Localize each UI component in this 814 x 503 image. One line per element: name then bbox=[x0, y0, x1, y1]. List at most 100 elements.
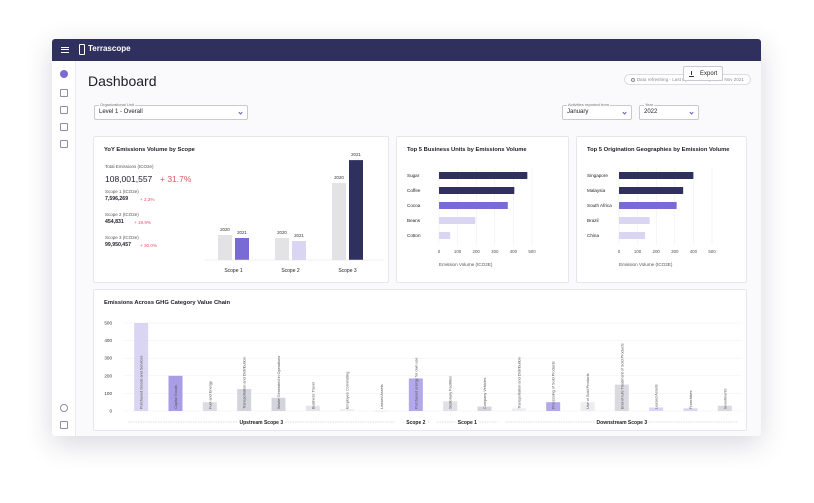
bar bbox=[717, 405, 732, 411]
brand-name: Terrascope bbox=[88, 44, 131, 53]
page-title: Dashboard bbox=[88, 73, 157, 89]
y-tick-label: 0 bbox=[109, 409, 112, 414]
scope3-value: 99,950,457 bbox=[105, 242, 131, 248]
bar bbox=[439, 187, 515, 194]
scope1-label: Scope 1 (tCO2e) bbox=[105, 189, 139, 194]
total-emissions-value: 108,001,557 bbox=[105, 174, 153, 184]
bar bbox=[443, 401, 458, 411]
value-chain-chart: 0 100 200 300 400 500 Purchased Goods and Serv… bbox=[104, 321, 742, 426]
category-label: Brazil bbox=[587, 218, 599, 223]
activities-value: January bbox=[567, 109, 589, 115]
x-tick-label: 500 bbox=[528, 249, 536, 254]
category-label: South Africa bbox=[587, 203, 612, 208]
bar bbox=[439, 172, 528, 179]
bar bbox=[546, 402, 561, 411]
category-label: Malaysia bbox=[587, 188, 606, 193]
bar-2021-scope1 bbox=[235, 238, 249, 260]
x-tick-label: 100 bbox=[454, 249, 462, 254]
activities-select[interactable]: Activities reported from January bbox=[562, 102, 632, 120]
settings-icon[interactable] bbox=[60, 404, 68, 412]
value-chain-card: Emissions Across GHG Category Value Chai… bbox=[93, 289, 747, 431]
logout-icon[interactable] bbox=[60, 421, 68, 429]
x-tick-label: 0 bbox=[618, 249, 621, 254]
folder-icon[interactable] bbox=[60, 123, 68, 131]
org-unit-select[interactable]: Organizational Unit Level 1 - Overall bbox=[94, 102, 248, 120]
category-label: Fuel and Energy bbox=[208, 381, 212, 409]
x-tick-label: 0 bbox=[438, 249, 441, 254]
bar bbox=[439, 232, 451, 239]
bar bbox=[619, 187, 684, 194]
bar bbox=[477, 406, 492, 411]
bar bbox=[511, 408, 526, 411]
category-label: Stationary Facilities bbox=[449, 376, 453, 409]
bar bbox=[580, 402, 595, 411]
y-tick-label: 200 bbox=[104, 373, 112, 378]
chevron-down-icon bbox=[689, 110, 694, 115]
group-label: Scope 2 bbox=[406, 420, 425, 426]
bar bbox=[237, 389, 252, 411]
app-window: Terrascope Dashboard Data refreshing - L… bbox=[52, 39, 761, 436]
y-tick-label: 100 bbox=[104, 391, 112, 396]
y-tick-label: 400 bbox=[104, 338, 112, 343]
year-value: 2022 bbox=[644, 109, 658, 115]
category-label: China bbox=[587, 233, 599, 238]
bar bbox=[649, 407, 664, 411]
x-tick-label: 200 bbox=[473, 249, 481, 254]
category-label: Scope 3 bbox=[338, 268, 357, 274]
category-label: Coffee bbox=[407, 188, 421, 193]
value-chain-title: Emissions Across GHG Category Value Chai… bbox=[104, 300, 231, 306]
dashboard-icon[interactable] bbox=[60, 70, 68, 78]
bar-year-label: 2020 bbox=[334, 175, 344, 180]
org-unit-value: Level 1 - Overall bbox=[99, 109, 143, 115]
category-label: Business Travel bbox=[311, 382, 315, 409]
bar-2020-scope2 bbox=[275, 238, 289, 260]
category-label: Processing of Sold Products bbox=[552, 361, 556, 409]
chevron-down-icon bbox=[238, 110, 243, 115]
category-label: Waste Generated in Operations bbox=[277, 356, 281, 409]
scope1-delta: + 2.3% bbox=[140, 197, 155, 202]
bar bbox=[168, 375, 183, 411]
logo-icon bbox=[79, 44, 85, 55]
database-icon[interactable] bbox=[60, 106, 68, 114]
scope-yoy-chart: 2020 2021 Scope 1 2020 2021 Scope 2 2020 2021 Sc… bbox=[204, 152, 384, 274]
x-tick-label: 200 bbox=[653, 249, 661, 254]
export-button[interactable]: Export bbox=[683, 66, 723, 81]
bar bbox=[619, 172, 694, 179]
total-emissions-delta: + 31.7% bbox=[160, 174, 192, 184]
scope-card-title: YoY Emissions Volume by Scope bbox=[104, 147, 195, 153]
y-tick-label: 500 bbox=[104, 321, 112, 326]
hamburger-menu-icon[interactable] bbox=[61, 47, 69, 53]
x-tick-label: 100 bbox=[634, 249, 642, 254]
bar bbox=[619, 217, 650, 224]
year-select[interactable]: Year 2022 bbox=[639, 102, 699, 120]
bar-2021-scope2 bbox=[292, 241, 306, 260]
category-label: Franchises bbox=[689, 390, 693, 409]
bar-year-label: 2021 bbox=[351, 152, 361, 157]
geo-card-title: Top 5 Origination Geographies by Emissio… bbox=[587, 147, 730, 153]
category-label: Purchased energy for own use bbox=[414, 358, 418, 410]
scope3-label: Scope 3 (tCO2e) bbox=[105, 235, 139, 240]
sidebar bbox=[52, 61, 76, 436]
bar bbox=[408, 378, 423, 411]
bar-year-label: 2021 bbox=[237, 230, 247, 235]
category-label: Capital Goods bbox=[174, 385, 178, 409]
category-label: Leased Assets bbox=[655, 384, 659, 409]
bar bbox=[305, 405, 320, 411]
bu-xlabel: Emission Volume (tCO2E) bbox=[439, 262, 493, 267]
table-icon[interactable] bbox=[60, 140, 68, 148]
x-tick-label: 500 bbox=[708, 249, 716, 254]
bar bbox=[271, 397, 286, 411]
hierarchy-icon[interactable] bbox=[60, 89, 68, 97]
x-tick-label: 300 bbox=[671, 249, 679, 254]
clock-icon bbox=[630, 77, 635, 82]
bar bbox=[202, 402, 217, 411]
export-label: Export bbox=[700, 71, 718, 77]
category-label: Purchased Goods and Services bbox=[140, 356, 144, 409]
total-emissions-label: Total Emissions (tCO2e) bbox=[105, 164, 154, 169]
y-tick-label: 300 bbox=[104, 356, 112, 361]
bu-card: Top 5 Business Units by Emissions Volume… bbox=[396, 136, 569, 283]
group-label: Downstream Scope 3 bbox=[597, 420, 648, 426]
bar-year-label: 2020 bbox=[220, 227, 230, 232]
category-label: Employee Commuting bbox=[346, 372, 350, 409]
x-tick-label: 300 bbox=[491, 249, 499, 254]
